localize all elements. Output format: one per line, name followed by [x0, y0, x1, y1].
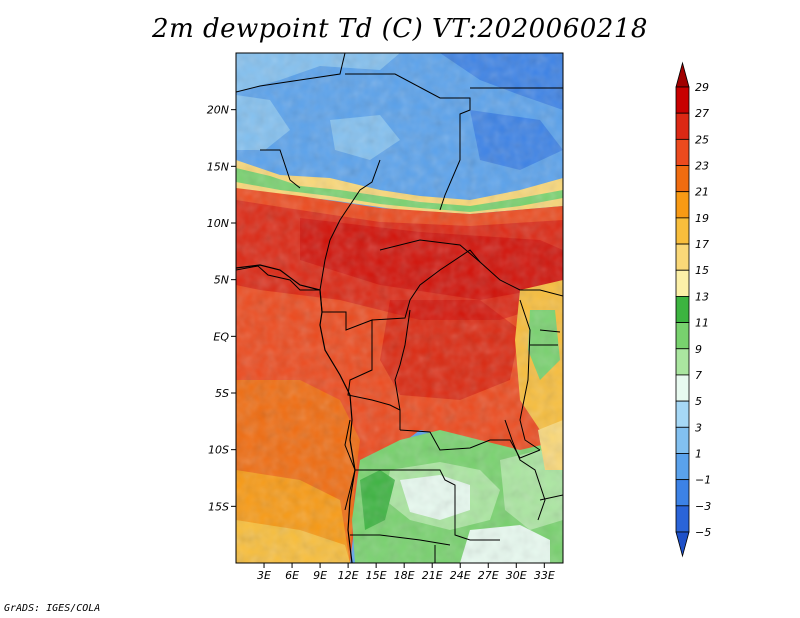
colorbar-swatch	[675, 479, 690, 507]
map-title: 2m dewpoint Td (C) VT:2020060218	[152, 14, 648, 44]
colorbar-label: 25	[695, 133, 709, 146]
colorbar-swatch	[675, 112, 690, 140]
colorbar-swatch	[675, 505, 690, 533]
colorbar-label: 21	[695, 186, 709, 199]
grads-credit: GrADS: IGES/COLA	[4, 603, 101, 614]
colorbar-swatch	[675, 191, 690, 219]
lon-tick-label: 33E	[534, 569, 555, 582]
colorbar-label: 19	[695, 212, 709, 225]
colorbar: 29 27 25 23 21 19 17 15 13 11 9 7 5 3 1 −1 −3 −5	[675, 61, 711, 558]
dewpoint-field	[236, 53, 563, 563]
lon-tick-label: 12E	[338, 569, 359, 582]
colorbar-swatch	[675, 426, 690, 454]
lat-tick-label: 10N	[207, 217, 229, 230]
colorbar-swatch	[675, 322, 690, 350]
colorbar-label: −1	[695, 474, 711, 487]
colorbar-swatch	[675, 243, 690, 271]
lat-tick-label: 5S	[215, 387, 229, 400]
lat-tick-label: 10S	[208, 444, 229, 457]
lon-tick-label: 9E	[313, 569, 327, 582]
colorbar-swatch	[675, 269, 690, 297]
lon-tick-label: 30E	[506, 569, 527, 582]
colorbar-label: 9	[695, 343, 702, 356]
lat-tick-label: 15N	[207, 160, 229, 173]
lon-tick-label: 18E	[394, 569, 415, 582]
coastline	[235, 264, 356, 564]
latitude-axis: 20N 15N 10N 5N EQ 5S 10S 15S	[207, 104, 236, 513]
lon-tick-label: 27E	[478, 569, 499, 582]
longitude-axis: 3E 6E 9E 12E 15E 18E 21E 24E 27E 30E 33E	[257, 563, 555, 582]
lat-tick-label: 5N	[214, 274, 229, 287]
colorbar-top-arrow	[675, 61, 690, 88]
colorbar-swatch	[675, 138, 690, 166]
colorbar-label: −5	[695, 526, 711, 539]
colorbar-bottom-arrow	[675, 531, 690, 558]
map-frame	[235, 52, 564, 564]
lon-tick-label: 24E	[450, 569, 471, 582]
colorbar-label: −3	[695, 500, 711, 513]
colorbar-label: 13	[695, 290, 709, 303]
colorbar-swatch	[675, 400, 690, 428]
colorbar-swatch	[675, 296, 690, 323]
lon-tick-label: 3E	[257, 569, 271, 582]
country-borders	[236, 53, 563, 563]
lat-tick-label: EQ	[213, 330, 229, 343]
colorbar-label: 15	[695, 264, 709, 277]
lon-tick-label: 15E	[366, 569, 387, 582]
colorbar-label: 17	[695, 238, 709, 251]
colorbar-label: 23	[695, 160, 709, 173]
colorbar-swatch	[675, 453, 690, 481]
colorbar-swatch	[675, 374, 690, 402]
colorbar-label: 29	[695, 81, 709, 94]
colorbar-swatch	[675, 86, 690, 114]
colorbar-label: 3	[695, 421, 702, 434]
lat-tick-label: 15S	[208, 500, 229, 513]
lat-tick-label: 20N	[207, 104, 229, 117]
colorbar-swatch	[675, 165, 690, 193]
colorbar-label: 1	[695, 447, 702, 460]
lon-tick-label: 6E	[285, 569, 299, 582]
lon-tick-label: 21E	[422, 569, 443, 582]
colorbar-label: 11	[695, 317, 709, 330]
colorbar-label: 27	[695, 107, 709, 120]
colorbar-label: 5	[695, 395, 702, 408]
colorbar-swatch	[675, 217, 690, 245]
colorbar-label: 7	[695, 369, 702, 382]
colorbar-swatch	[675, 348, 690, 376]
